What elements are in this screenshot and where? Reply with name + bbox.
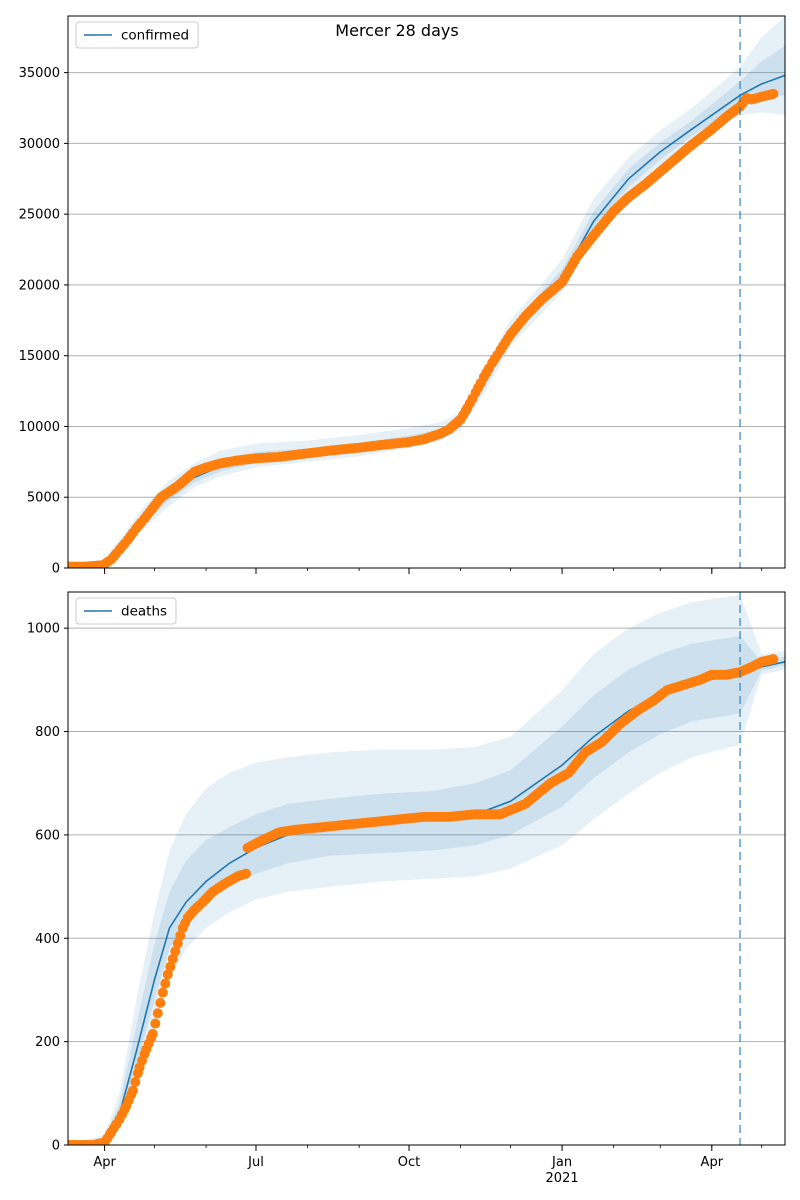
y-tick-label: 0: [52, 1139, 60, 1154]
legend-label: confirmed: [121, 28, 189, 44]
data-point: [768, 88, 779, 99]
data-point: [165, 961, 176, 972]
data-point: [157, 987, 168, 998]
data-point: [147, 1028, 158, 1039]
uncertainty-band: [68, 635, 785, 1145]
plot-area: [68, 594, 785, 1145]
x-tick-label: Apr: [701, 1155, 724, 1170]
legend-label: deaths: [121, 604, 167, 620]
data-point: [170, 946, 181, 957]
axes-frame: [67, 15, 786, 569]
y-tick-label: 600: [35, 828, 60, 843]
y-tick-label: 20000: [19, 278, 60, 293]
x-tick-label: Jul: [247, 1155, 264, 1170]
data-point: [152, 1008, 163, 1019]
axes-frame: [67, 591, 786, 1146]
data-point: [130, 1077, 141, 1088]
y-tick-label: 800: [35, 725, 60, 740]
data-point: [768, 654, 779, 665]
confirmed-chart: 0 5000 10000 15000 20000 25000 30000 35000 confi…: [19, 15, 786, 577]
x-tick-label: Jan: [551, 1155, 572, 1170]
y-tick-label: 5000: [27, 491, 60, 506]
data-point: [127, 1085, 138, 1096]
y-tick-label: 25000: [19, 208, 60, 223]
x-tick-label: Apr: [93, 1155, 116, 1170]
data-point: [241, 868, 252, 879]
data-point: [175, 930, 186, 941]
data-point: [160, 978, 171, 989]
data-point: [167, 953, 178, 964]
legend: confirmed: [75, 21, 199, 49]
data-point: [150, 1018, 161, 1029]
y-tick-label: 10000: [19, 420, 60, 435]
figure-title: Mercer 28 days: [335, 21, 458, 40]
x-tick-sublabel: 2021: [546, 1171, 579, 1186]
legend: deaths: [75, 597, 177, 625]
y-tick-label: 15000: [19, 349, 60, 364]
uncertainty-band: [68, 16, 785, 568]
data-point: [162, 969, 173, 980]
data-point: [155, 997, 166, 1008]
legend-box: [75, 597, 177, 625]
y-tick-label: 35000: [19, 66, 60, 81]
y-tick-label: 1000: [27, 622, 60, 637]
x-tick-label: Oct: [398, 1155, 420, 1170]
y-tick-label: 400: [35, 932, 60, 947]
legend-box: [75, 21, 199, 49]
y-tick-label: 200: [35, 1035, 60, 1050]
plot-area: [68, 16, 785, 568]
data-point: [172, 938, 183, 949]
y-tick-label: 30000: [19, 137, 60, 152]
y-tick-label: 0: [52, 562, 60, 577]
